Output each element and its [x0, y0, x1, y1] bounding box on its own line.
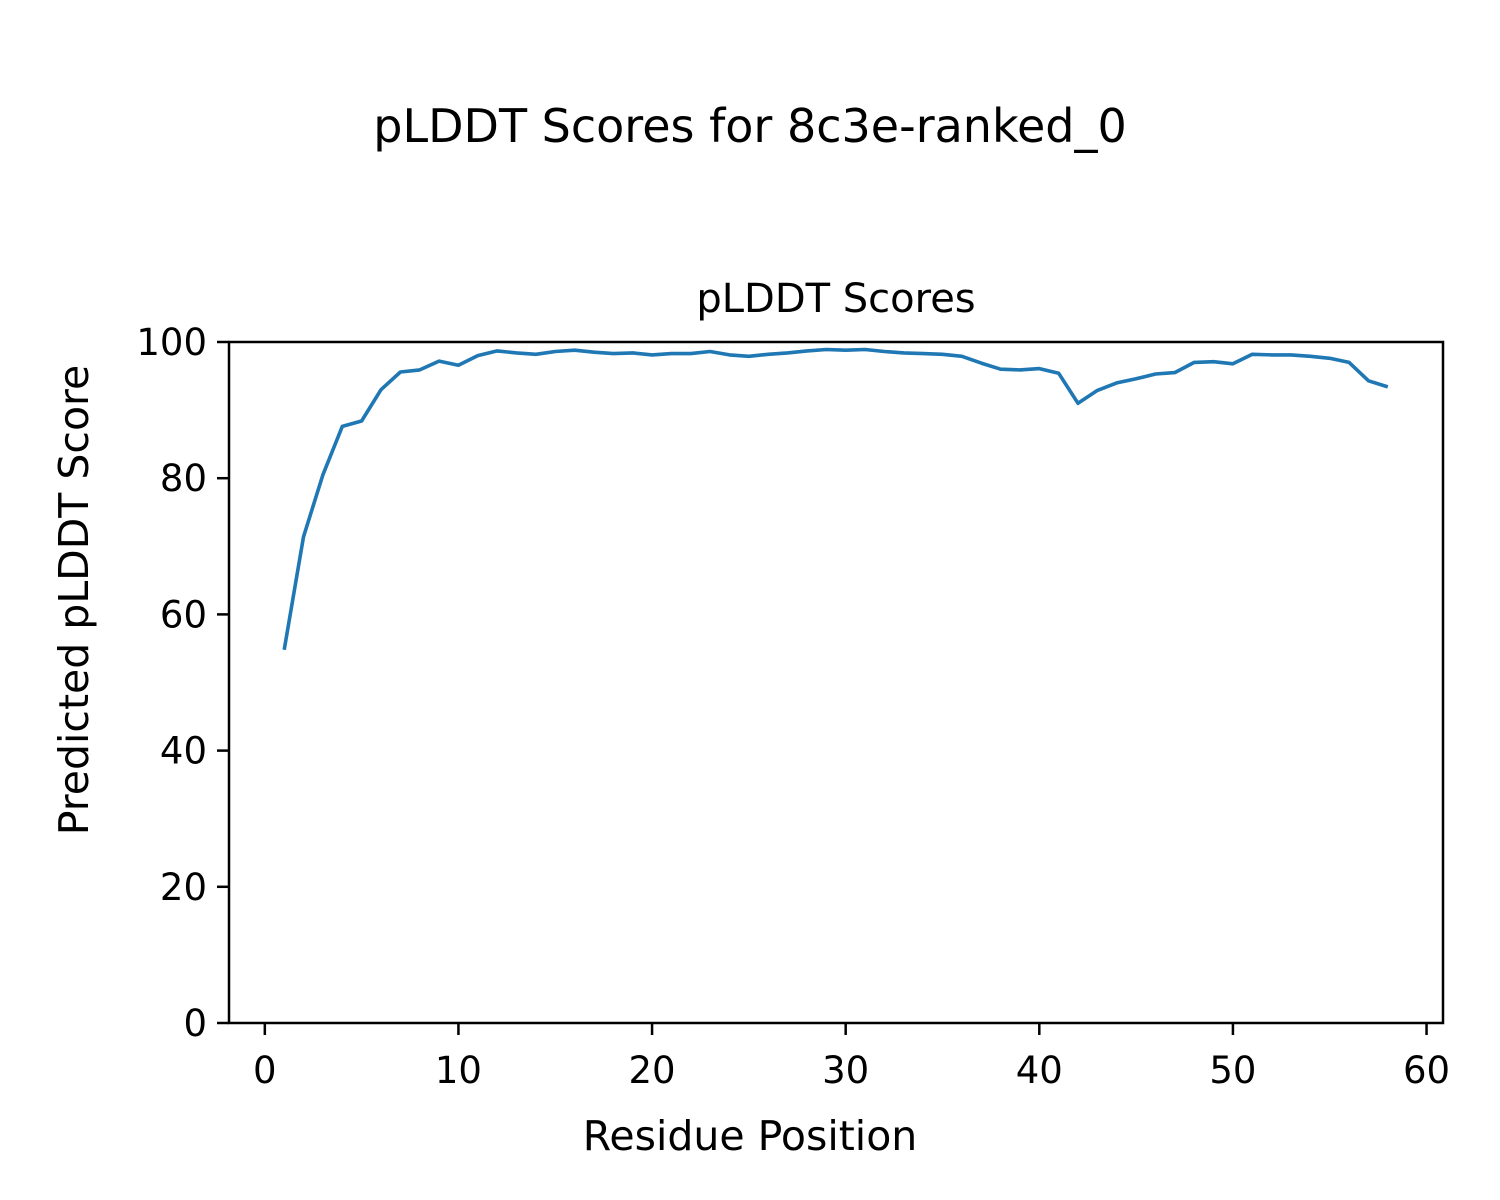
y-tick-label: 80: [160, 457, 207, 500]
y-tick-label: 100: [136, 321, 207, 364]
x-tick-label: 40: [1016, 1049, 1063, 1092]
x-tick-label: 50: [1209, 1049, 1256, 1092]
y-tick-label: 40: [160, 730, 207, 773]
pldd-score-line: [282, 347, 1389, 651]
y-tick-label: 60: [160, 593, 207, 636]
y-axis-label: Predicted pLDDT Score: [50, 365, 98, 835]
plot-border: [227, 340, 1445, 1025]
x-axis-label: Residue Position: [583, 1112, 918, 1160]
y-tick-label: 0: [183, 1002, 207, 1045]
x-tick-label: 10: [435, 1049, 482, 1092]
x-tick-label: 20: [629, 1049, 676, 1092]
y-tick-label: 20: [160, 866, 207, 909]
x-tick-label: 60: [1403, 1049, 1450, 1092]
x-tick-label: 0: [253, 1049, 277, 1092]
figure-title: pLDDT Scores for 8c3e-ranked_0: [373, 99, 1126, 153]
axis-ticks: 0 10 20 30 40 50 60 0 20 40 60 80 100: [136, 321, 1450, 1092]
x-tick-label: 30: [822, 1049, 869, 1092]
axes-title: pLDDT Scores: [696, 276, 975, 322]
